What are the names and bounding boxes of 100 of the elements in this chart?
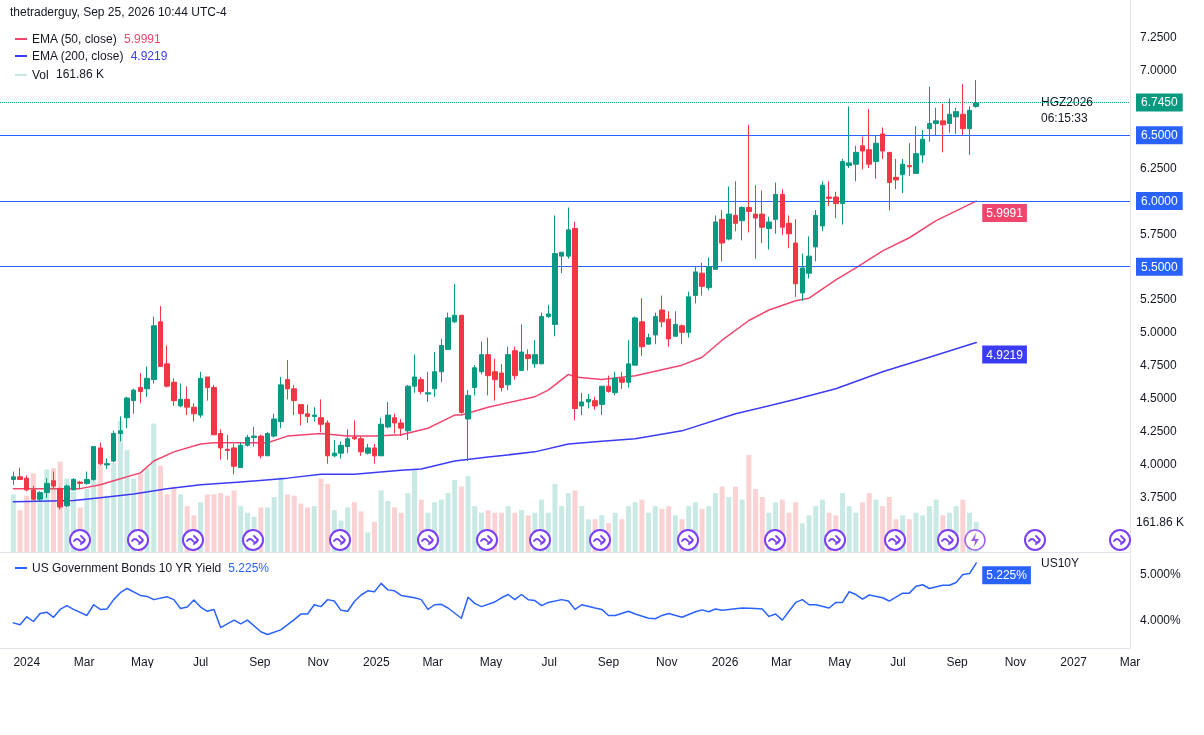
text: 5.225% xyxy=(228,561,270,575)
bar xyxy=(632,502,638,552)
line-series xyxy=(12,200,977,490)
candlestick xyxy=(592,396,598,411)
bar xyxy=(412,469,418,552)
candlestick xyxy=(619,371,625,390)
x-tick-label: Nov xyxy=(1004,655,1027,669)
candlestick xyxy=(639,297,645,357)
bar xyxy=(231,490,237,552)
y-tick-label: 7.0000 xyxy=(1140,62,1178,77)
candlestick xyxy=(726,186,732,241)
candlestick xyxy=(699,262,705,297)
annotation: 161.86 K xyxy=(56,67,105,81)
text: 5.9991 xyxy=(124,32,161,46)
bar xyxy=(873,499,879,552)
candlestick xyxy=(766,216,772,251)
bar xyxy=(646,512,652,552)
candlestick xyxy=(425,371,431,403)
candlestick xyxy=(793,218,798,298)
y-tick-label: 6.2500 xyxy=(1140,161,1178,176)
bar xyxy=(733,486,738,552)
candlestick xyxy=(111,430,116,463)
text: 161.86 K xyxy=(1136,515,1185,529)
x-tick-label: Nov xyxy=(656,655,678,669)
line-series xyxy=(12,341,977,503)
bar xyxy=(458,486,464,552)
bar xyxy=(505,506,511,552)
candlestick xyxy=(365,443,371,455)
x-tick-label: May xyxy=(828,655,851,669)
candlestick xyxy=(646,333,651,345)
x-tick-label: 2026 xyxy=(711,655,739,669)
bar xyxy=(612,512,618,552)
bar xyxy=(672,515,678,552)
bar xyxy=(565,493,571,552)
bar xyxy=(579,506,585,552)
legend-label: EMA (50, close) xyxy=(32,32,117,46)
bar xyxy=(398,512,404,552)
candlestick xyxy=(739,205,745,241)
bar xyxy=(311,506,317,552)
candlestick xyxy=(907,142,912,177)
ref-line-label: 5.5000 xyxy=(1141,259,1179,274)
bar xyxy=(371,521,377,552)
candlestick xyxy=(960,83,966,136)
x-tick-label: Nov xyxy=(307,655,329,669)
legend-label: Vol xyxy=(32,68,49,82)
candlestick xyxy=(519,323,524,371)
bar xyxy=(452,479,458,552)
bar xyxy=(572,490,578,552)
bar xyxy=(699,508,705,552)
bar xyxy=(652,506,658,552)
bar xyxy=(706,506,712,552)
bar xyxy=(753,489,759,552)
candlestick xyxy=(653,312,658,345)
candlestick xyxy=(57,486,63,511)
bar xyxy=(10,494,16,552)
bar xyxy=(285,494,291,552)
candlestick xyxy=(606,375,611,394)
x-tick-label: 2027 xyxy=(1060,655,1088,669)
candlestick xyxy=(820,180,825,232)
bar xyxy=(559,506,565,552)
x-tick-label: May xyxy=(130,655,154,669)
candlestick xyxy=(51,471,56,490)
bar xyxy=(224,495,230,552)
x-tick-label: Mar xyxy=(73,655,95,669)
bar xyxy=(519,510,525,552)
candlestick xyxy=(733,180,738,232)
candlestick xyxy=(746,124,752,233)
candlestick xyxy=(138,372,143,404)
candlestick xyxy=(693,266,698,304)
bar xyxy=(866,493,872,552)
bar xyxy=(759,496,765,552)
bar xyxy=(305,507,311,552)
bar xyxy=(719,486,725,552)
y-tick-label: 4.7500 xyxy=(1140,358,1178,373)
candlestick xyxy=(98,442,103,466)
bar xyxy=(97,464,103,552)
bar xyxy=(512,512,518,552)
ref-line-label: 6.0000 xyxy=(1141,193,1179,208)
bar xyxy=(933,499,939,552)
candlestick xyxy=(673,310,678,337)
y-tick-label: 4.000% xyxy=(1140,613,1182,628)
candlestick xyxy=(686,291,691,339)
bar xyxy=(726,496,732,552)
legend-label: EMA (200, close) xyxy=(32,49,124,63)
bar xyxy=(739,499,745,552)
y-tick-label: 4.5000 xyxy=(1140,391,1178,405)
bar xyxy=(860,502,866,552)
bar xyxy=(712,493,718,552)
y-tick-label: 5.7500 xyxy=(1140,226,1178,241)
bar xyxy=(666,506,672,552)
bar xyxy=(218,493,224,552)
candlestick xyxy=(118,415,123,442)
candlestick xyxy=(418,376,424,395)
y-tick-label: 4.0000 xyxy=(1140,456,1178,471)
y-tick-label: 3.7500 xyxy=(1140,489,1178,504)
annotation: 06:15:33 xyxy=(1041,111,1089,125)
bar xyxy=(525,515,531,552)
candlestick xyxy=(472,364,477,396)
candlestick xyxy=(599,385,605,416)
candlestick xyxy=(773,182,778,235)
